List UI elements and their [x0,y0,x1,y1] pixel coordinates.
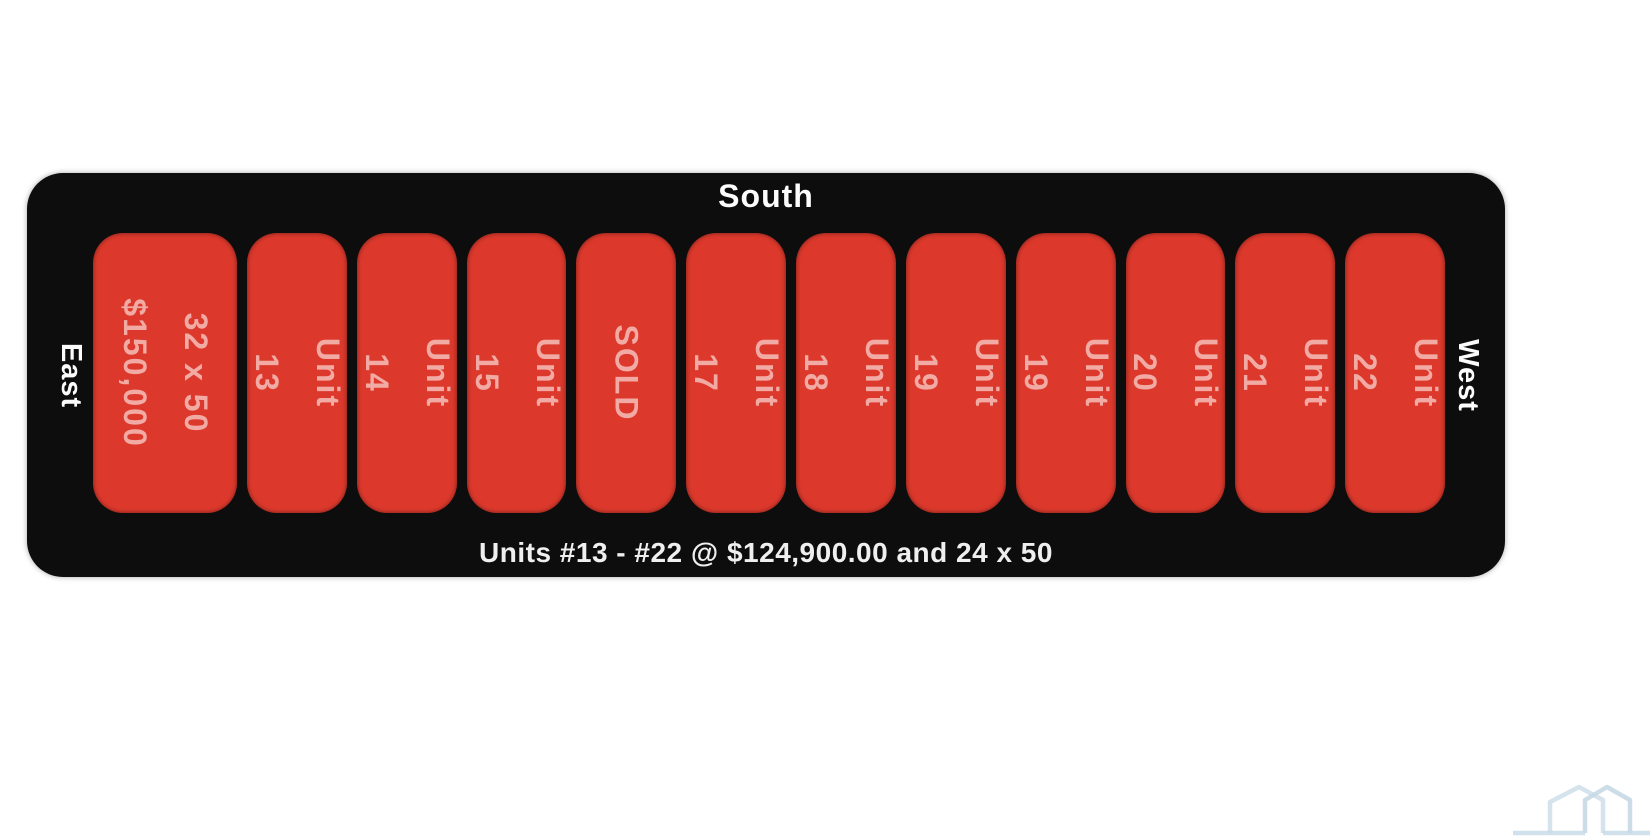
unit-label: SOLD [608,324,645,422]
unit-label: Unit 19 [1017,337,1115,409]
unit-cell: Unit 20 [1125,233,1226,513]
unit-cell: Unit 13 [247,233,347,513]
unit-cell: Unit 19 [905,233,1006,513]
south-label: South [718,178,814,214]
unit-cell: Unit 21 [1235,233,1336,513]
unit-label: Unit 14 [358,337,456,409]
east-label-text: East [55,342,88,408]
units-caption: Units #13 - #22 @ $124,900.00 and 24 x 5… [479,537,1053,568]
unit-label: Unit 19 [907,337,1005,409]
unit-label: Unit 13 [248,337,346,409]
unit-cell: Unit 15 [466,233,567,513]
unit-label: Unit 18 [797,337,895,409]
east-label: East [45,173,97,577]
unit-label: Unit 21 [1237,337,1335,409]
unit-label: Unit 20 [1127,337,1225,409]
unit-cell: SOLD [576,233,677,513]
unit-cell: Unit 18 [796,233,896,513]
unit-cell: Unit 19 [1015,233,1116,513]
site-plan-board: South East West 32 x 50 $150,000 Unit 13 U… [27,173,1505,577]
units-row: 32 x 50 $150,000 Unit 13 Unit 14 Unit 15 SOL… [93,233,1445,513]
unit-label: Unit 15 [468,337,566,409]
house-logo-icon [1500,740,1652,840]
unit-label: Unit 17 [688,337,785,409]
unit-cell: 32 x 50 $150,000 [93,233,237,513]
unit-label: 32 x 50 $150,000 [117,298,214,448]
unit-cell: Unit 17 [686,233,787,513]
unit-cell: Unit 14 [356,233,457,513]
unit-cell: Unit 22 [1345,233,1445,513]
unit-label: Unit 22 [1347,337,1444,409]
